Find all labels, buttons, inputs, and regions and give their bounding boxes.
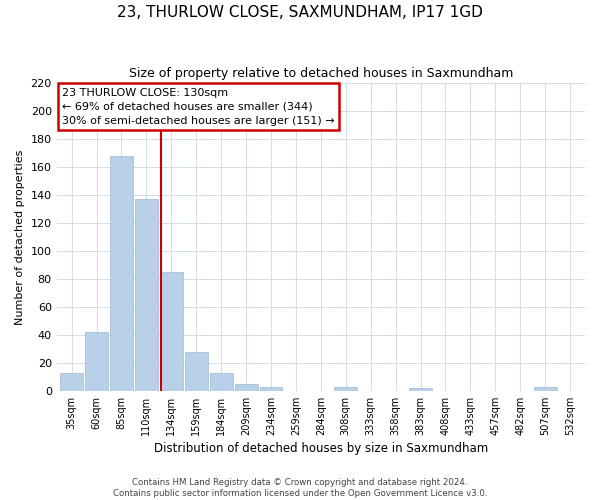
Text: 23 THURLOW CLOSE: 130sqm
← 69% of detached houses are smaller (344)
30% of semi-: 23 THURLOW CLOSE: 130sqm ← 69% of detach… <box>62 88 335 126</box>
Bar <box>110 156 133 391</box>
Title: Size of property relative to detached houses in Saxmundham: Size of property relative to detached ho… <box>128 68 513 80</box>
Bar <box>209 372 233 391</box>
Bar <box>260 386 283 391</box>
Bar <box>60 372 83 391</box>
Bar <box>235 384 257 391</box>
Bar <box>185 352 208 391</box>
Bar <box>533 386 557 391</box>
X-axis label: Distribution of detached houses by size in Saxmundham: Distribution of detached houses by size … <box>154 442 488 455</box>
Bar <box>85 332 108 391</box>
Y-axis label: Number of detached properties: Number of detached properties <box>15 149 25 324</box>
Bar <box>334 386 357 391</box>
Bar <box>160 272 183 391</box>
Text: 23, THURLOW CLOSE, SAXMUNDHAM, IP17 1GD: 23, THURLOW CLOSE, SAXMUNDHAM, IP17 1GD <box>117 5 483 20</box>
Bar <box>409 388 432 391</box>
Text: Contains HM Land Registry data © Crown copyright and database right 2024.
Contai: Contains HM Land Registry data © Crown c… <box>113 478 487 498</box>
Bar <box>135 199 158 391</box>
